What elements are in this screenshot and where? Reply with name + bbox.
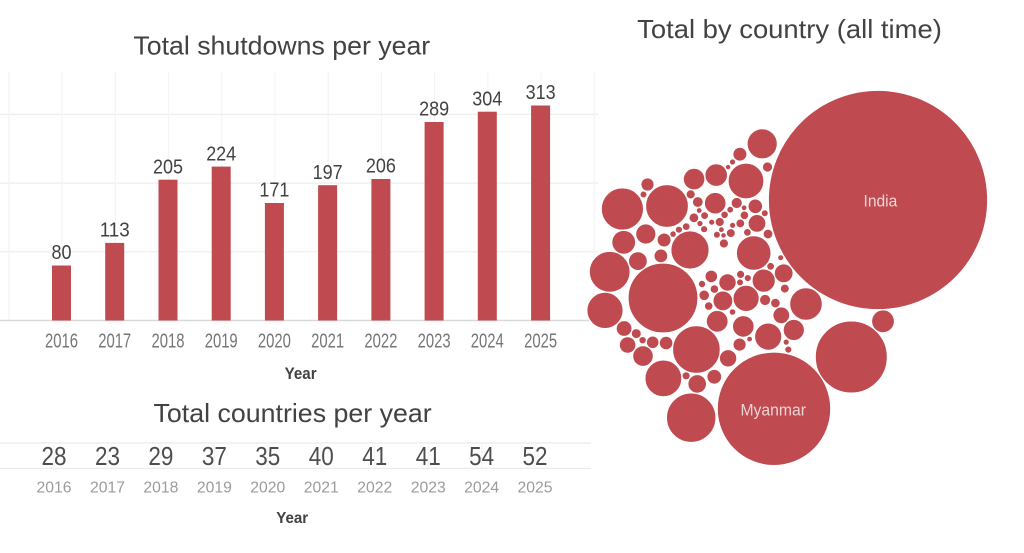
svg-text:2016: 2016 <box>45 331 78 353</box>
svg-text:29: 29 <box>148 441 173 471</box>
svg-text:2023: 2023 <box>418 331 451 353</box>
svg-text:23: 23 <box>95 441 120 471</box>
svg-text:2017: 2017 <box>90 480 125 497</box>
svg-text:Total shutdowns per year: Total shutdowns per year <box>133 30 430 60</box>
svg-text:2019: 2019 <box>205 331 238 353</box>
svg-text:171: 171 <box>259 180 289 202</box>
svg-text:2024: 2024 <box>464 480 499 497</box>
svg-text:Year: Year <box>285 365 318 383</box>
svg-text:Total countries per year: Total countries per year <box>154 398 433 428</box>
svg-text:Myanmar: Myanmar <box>740 400 806 419</box>
svg-text:224: 224 <box>206 143 236 165</box>
svg-text:Year: Year <box>276 510 308 527</box>
svg-text:41: 41 <box>416 441 441 471</box>
svg-text:28: 28 <box>42 441 67 471</box>
svg-text:313: 313 <box>526 82 556 104</box>
svg-text:205: 205 <box>153 156 183 178</box>
svg-text:2024: 2024 <box>471 331 504 353</box>
svg-text:2018: 2018 <box>143 480 178 497</box>
svg-text:2020: 2020 <box>258 331 291 353</box>
svg-text:197: 197 <box>313 162 343 184</box>
svg-text:2022: 2022 <box>364 331 397 353</box>
svg-text:289: 289 <box>419 99 449 121</box>
svg-text:2020: 2020 <box>250 480 285 497</box>
svg-text:India: India <box>864 191 898 210</box>
svg-text:2021: 2021 <box>311 331 344 353</box>
svg-text:37: 37 <box>202 441 227 471</box>
svg-text:2025: 2025 <box>518 480 553 497</box>
svg-text:2022: 2022 <box>357 480 392 497</box>
svg-text:80: 80 <box>52 242 72 264</box>
svg-text:2023: 2023 <box>411 480 446 497</box>
svg-text:2019: 2019 <box>197 480 232 497</box>
svg-text:Total by country (all time): Total by country (all time) <box>637 14 942 44</box>
svg-text:41: 41 <box>362 441 387 471</box>
svg-text:35: 35 <box>255 441 280 471</box>
svg-text:2016: 2016 <box>37 480 72 497</box>
svg-text:2025: 2025 <box>524 331 557 353</box>
svg-text:304: 304 <box>472 88 502 110</box>
svg-text:2021: 2021 <box>304 480 339 497</box>
svg-text:2018: 2018 <box>152 331 185 353</box>
svg-text:206: 206 <box>366 156 396 178</box>
svg-text:54: 54 <box>469 441 494 471</box>
svg-text:40: 40 <box>309 441 334 471</box>
svg-text:2017: 2017 <box>98 331 131 353</box>
svg-text:52: 52 <box>523 441 548 471</box>
svg-text:113: 113 <box>100 220 130 242</box>
